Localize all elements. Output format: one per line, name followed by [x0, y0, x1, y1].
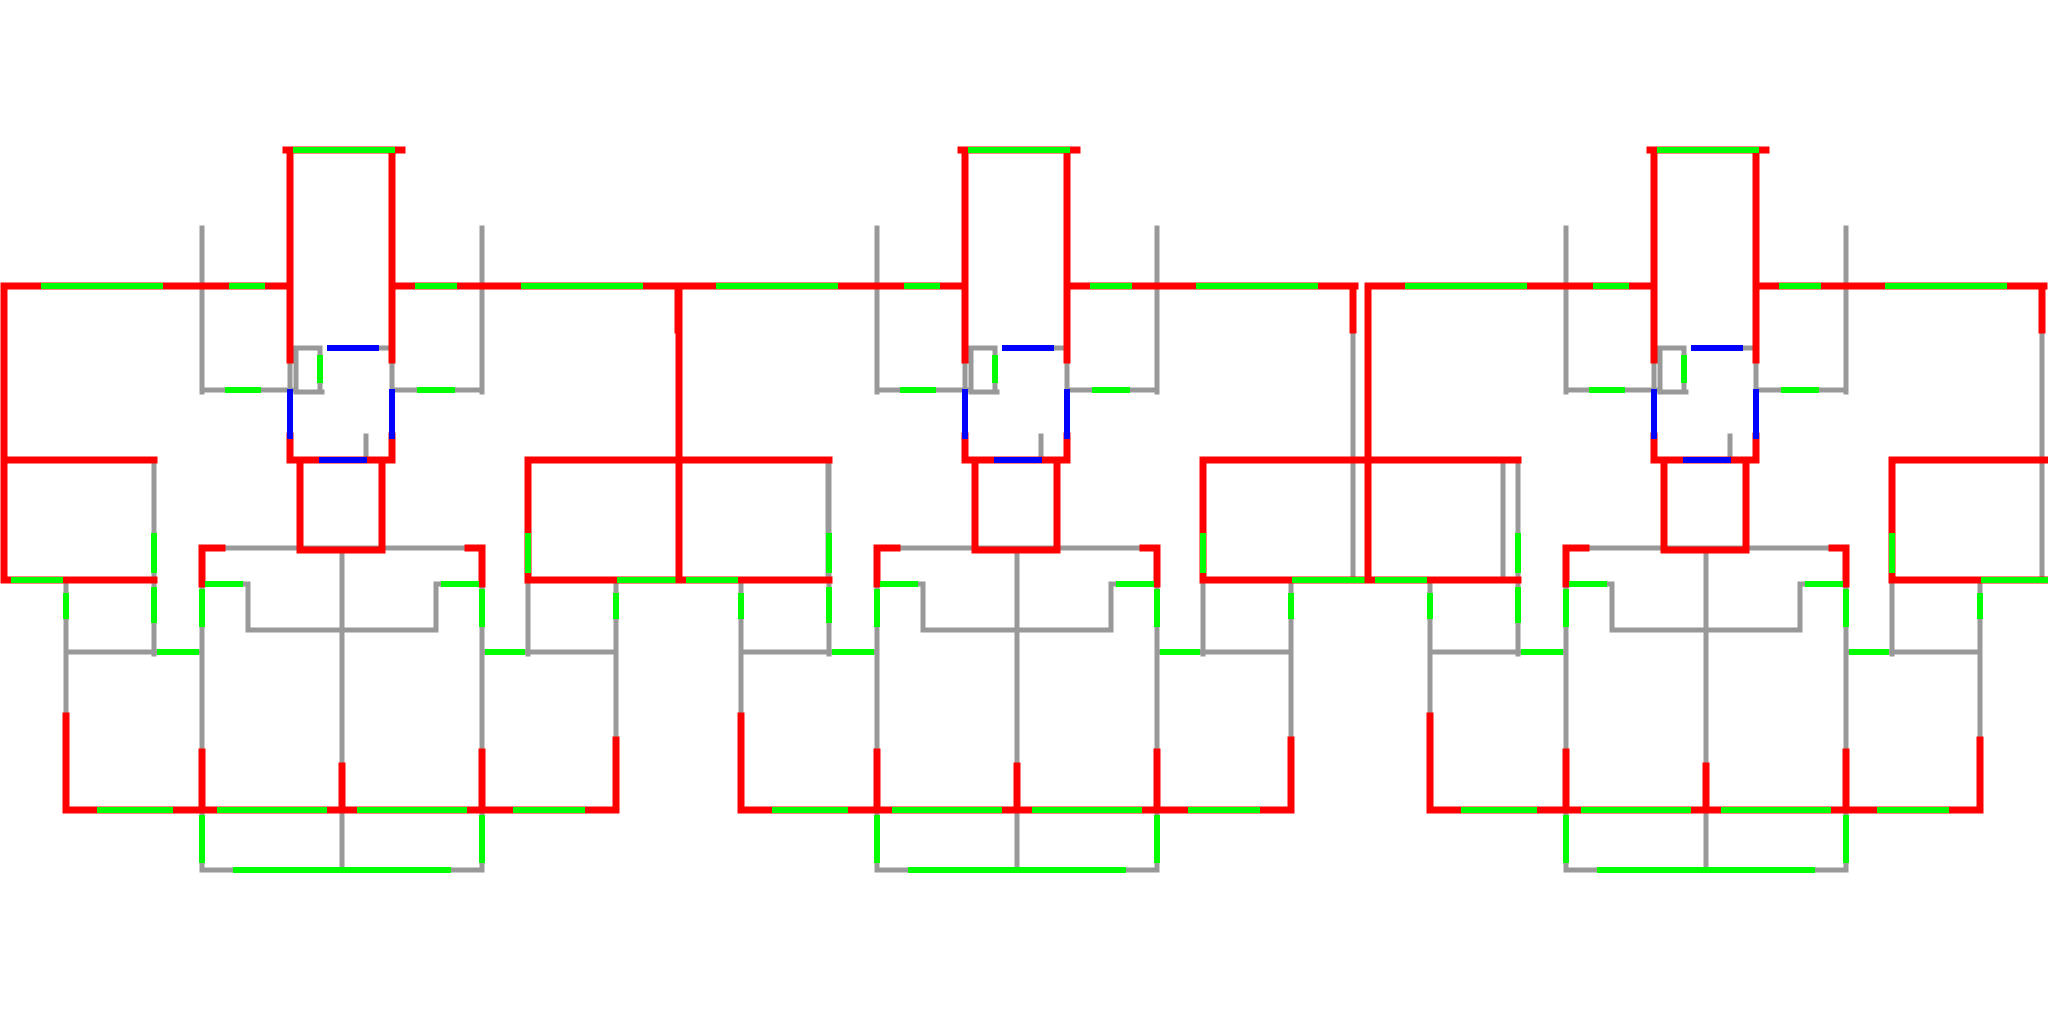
apartment-unit-2 [675, 146, 1507, 873]
apartment-unit-1 [0, 146, 832, 873]
floor-plan-units [0, 146, 2048, 873]
apartment-unit-3 [1364, 146, 2048, 873]
